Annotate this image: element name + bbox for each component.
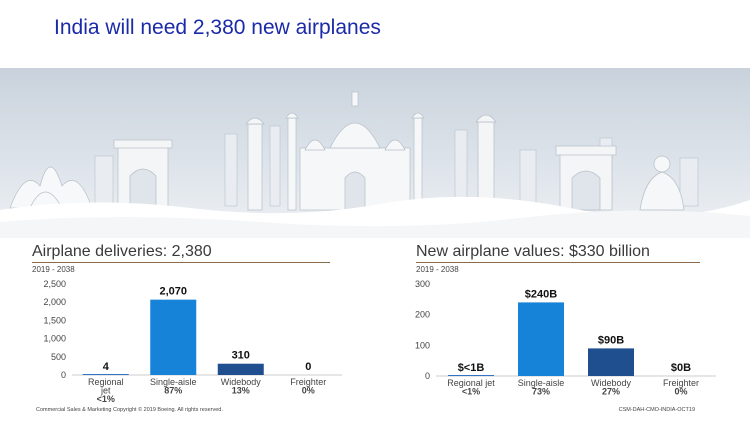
values-share-label: 27% [602,387,620,397]
footer-document-code: CSM-DAH-CMO-INDIA-OCT19 [618,407,695,413]
deliveries-share-label: <1% [97,394,115,404]
values-share-label: <1% [462,387,480,397]
deliveries-ytick-label: 2,000 [43,297,66,307]
deliveries-bar [217,363,264,375]
values-chart: New airplane values: $330 billion 2019 -… [415,243,736,413]
skyline-illustration [0,91,750,238]
deliveries-ytick-label: 2,500 [43,279,66,289]
values-value-label: $<1B [458,362,485,374]
values-category-label: Single-aisle [518,378,565,388]
deliveries-value-label: 4 [103,361,110,373]
deliveries-ytick-label: 0 [61,370,66,380]
values-share-label: 0% [674,387,687,397]
deliveries-share-label: 13% [232,386,250,396]
deliveries-value-label: 2,070 [159,286,187,298]
deliveries-chart-period: 2019 - 2038 [32,265,75,274]
deliveries-ytick-label: 1,000 [43,334,66,344]
deliveries-category-label: jet [100,386,111,396]
values-ytick-label: 200 [415,310,430,320]
values-category-label: Freighter [663,378,699,388]
values-category-label: Regional jet [447,378,495,388]
deliveries-bar [150,299,197,375]
footer-copyright: Commercial Sales & Marketing Copyright ©… [36,407,223,413]
values-value-label: $240B [525,288,557,300]
values-category-label: Widebody [591,378,632,388]
values-ytick-label: 0 [425,371,430,381]
deliveries-category-label: Single-aisle [150,377,197,387]
values-chart-period: 2019 - 2038 [416,265,459,274]
values-title-underline [416,262,700,263]
values-bar [448,375,494,376]
deliveries-category-label: Widebody [221,377,262,387]
values-value-label: $0B [671,362,691,374]
values-bar [588,348,634,376]
values-ytick-label: 100 [415,340,430,350]
india-skyline-banner [0,68,750,238]
deliveries-ytick-label: 500 [51,352,66,362]
values-bar-chart: 0 100 200 300 $<1B Regional jet<1% $240B Single… [415,279,716,397]
deliveries-value-label: 0 [305,361,311,373]
slide-title: India will need 2,380 new airplanes [54,16,381,39]
deliveries-share-label: 87% [164,386,182,396]
values-ytick-label: 300 [415,279,430,289]
deliveries-ytick-label: 1,500 [43,315,66,325]
deliveries-title-underline [32,262,330,263]
deliveries-bar [82,374,129,375]
deliveries-value-label: 310 [232,350,250,362]
values-value-label: $90B [598,334,624,346]
values-chart-title: New airplane values: $330 billion [416,243,650,260]
deliveries-chart: Airplane deliveries: 2,380 2019 - 2038 0… [32,243,362,413]
deliveries-category-label: Regional [88,377,124,387]
deliveries-share-label: 0% [302,386,315,396]
values-share-label: 73% [532,387,550,397]
deliveries-category-label: Freighter [290,377,326,387]
deliveries-chart-title: Airplane deliveries: 2,380 [32,243,212,260]
values-bar [518,302,564,376]
